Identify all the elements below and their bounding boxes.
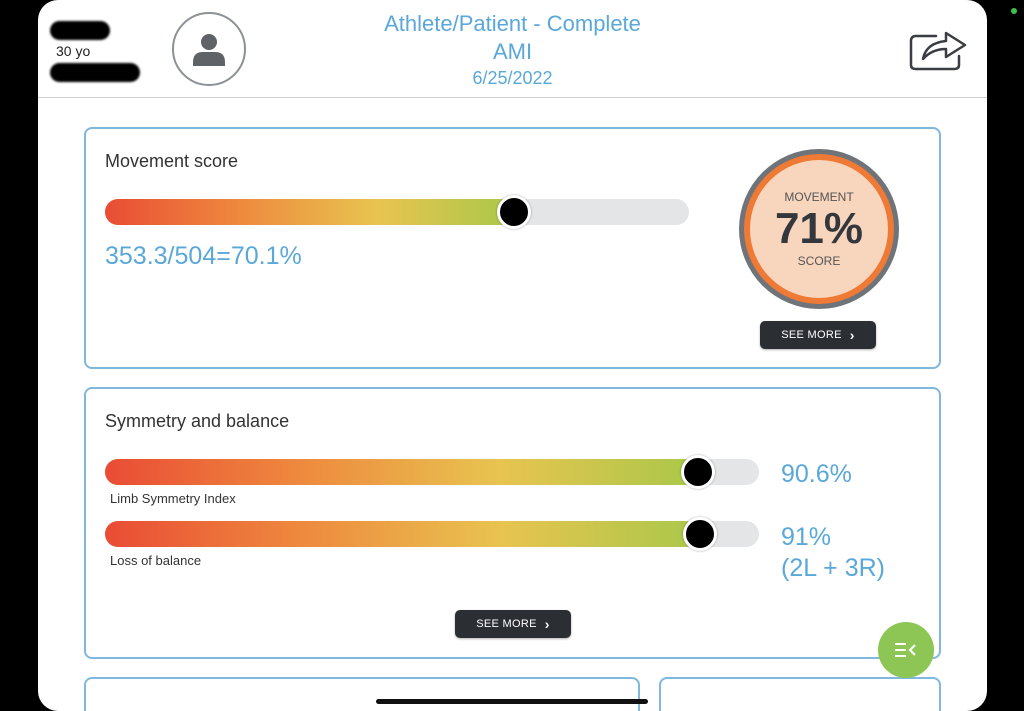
movement-score-bar [105, 195, 689, 229]
see-more-label: SEE MORE [476, 618, 537, 630]
symmetry-balance-title: Symmetry and balance [105, 411, 290, 431]
patient-info: Blake S 30 yo S··· 24 1991 [56, 20, 134, 83]
limb-symmetry-bar-fill [105, 459, 698, 485]
app-screen: Blake S 30 yo S··· 24 1991 Athlete/Patie… [38, 0, 987, 711]
symmetry-balance-card: Symmetry and balance Limb Symmetry Index… [84, 387, 941, 659]
person-icon [193, 34, 225, 66]
movement-score-ring: MOVEMENT 71% SCORE [739, 149, 899, 309]
loss-of-balance-bar-knob [683, 517, 717, 551]
next-card-left [84, 677, 640, 711]
movement-see-more-button[interactable]: SEE MORE › [760, 321, 876, 349]
ring-bottom-label: SCORE [797, 254, 841, 268]
avatar[interactable] [172, 12, 246, 86]
share-button[interactable] [908, 26, 970, 72]
limb-symmetry-bar [105, 455, 759, 489]
ring-top-label: MOVEMENT [784, 190, 854, 204]
loss-of-balance-bar-fill [105, 521, 700, 547]
patient-name: Blake S [56, 20, 104, 41]
patient-dob: S··· 24 1991 [56, 62, 134, 83]
loss-of-balance-value: 91% [781, 523, 832, 551]
loss-of-balance-label: Loss of balance [110, 553, 202, 568]
status-indicator [1011, 8, 1017, 14]
chevron-right-icon: › [849, 327, 855, 343]
limb-symmetry-value: 90.6% [781, 460, 852, 488]
page-title: Athlete/Patient - Complete [384, 11, 641, 36]
see-more-label: SEE MORE [781, 329, 842, 341]
limb-symmetry-label: Limb Symmetry Index [110, 491, 236, 506]
loss-of-balance-detail: (2L + 3R) [781, 554, 885, 582]
loss-of-balance-bar [105, 517, 759, 551]
patient-age: 30 yo [56, 43, 91, 59]
menu-collapse-icon [895, 643, 916, 657]
assessment-date: 6/25/2022 [472, 68, 553, 88]
symmetry-see-more-button[interactable]: SEE MORE › [455, 610, 571, 638]
header: Blake S 30 yo S··· 24 1991 Athlete/Patie… [38, 0, 987, 98]
ring-score-value: 71% [774, 204, 864, 253]
movement-score-bar-knob [497, 195, 531, 229]
limb-symmetry-bar-knob [681, 455, 715, 489]
movement-score-title: Movement score [105, 151, 239, 171]
home-indicator[interactable] [376, 699, 648, 704]
movement-score-fraction: 353.3/504=70.1% [105, 242, 302, 270]
share-icon [909, 31, 967, 71]
menu-fab-button[interactable] [878, 622, 934, 678]
page-subtitle: AMI [492, 39, 533, 64]
next-card-right [659, 677, 941, 711]
movement-score-card: Movement score 353.3/504=70.1% MOVEMENT … [84, 127, 941, 369]
header-titles: Athlete/Patient - Complete AMI 6/25/2022 [38, 10, 987, 90]
movement-score-bar-fill [105, 199, 514, 225]
chevron-right-icon: › [544, 616, 550, 632]
